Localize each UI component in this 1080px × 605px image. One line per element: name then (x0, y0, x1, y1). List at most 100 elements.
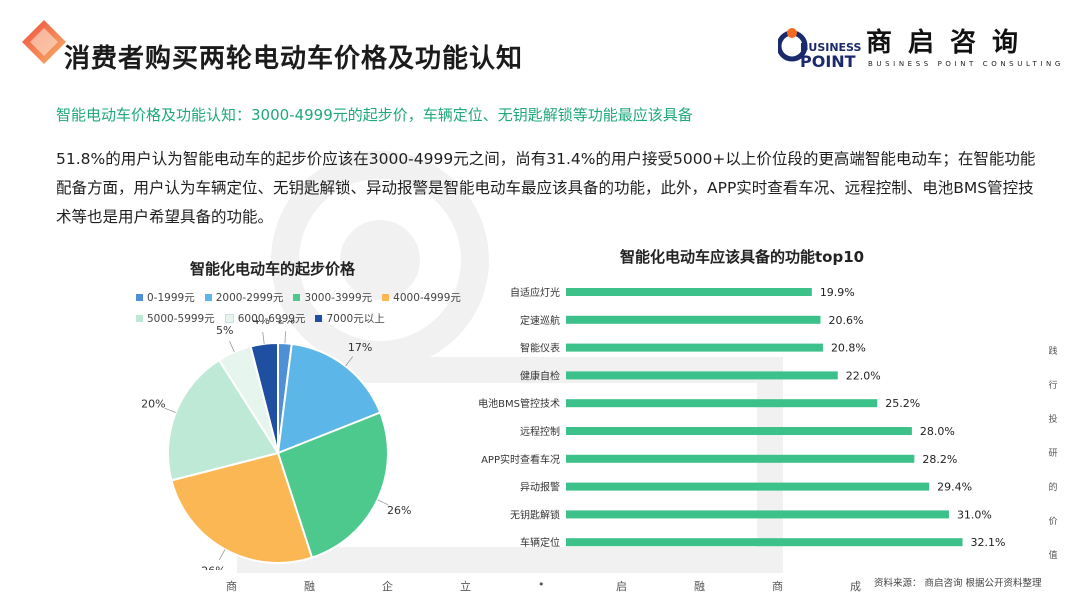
pie-data-label: 4% (252, 320, 269, 327)
bar-category-label: 自适应灯光 (510, 286, 560, 299)
pie-data-label: 5% (216, 324, 233, 337)
bar (566, 399, 878, 408)
pie-legend: 0-1999元 2000-2999元 3000-3999元 4000-4999元 500… (136, 290, 461, 332)
bar (566, 315, 821, 324)
legend-swatch (293, 294, 301, 301)
bar-value-label: 31.0% (957, 508, 992, 521)
pie-slice (276, 411, 389, 559)
bar (566, 482, 930, 491)
footer-char: • (538, 578, 547, 591)
bar-category-label: 定速巡航 (520, 314, 560, 327)
legend-item: 4000-4999元 (382, 290, 461, 305)
legend-label: 0-1999元 (147, 292, 195, 304)
bar-category-label: 健康自检 (520, 369, 560, 382)
legend-item: 0-1999元 (136, 290, 195, 305)
legend-label: 4000-4999元 (393, 292, 461, 304)
bar-category-label: 远程控制 (520, 425, 560, 438)
bar-category-label: 电池BMS管控技术 (478, 397, 560, 410)
pie-leader-line (229, 340, 235, 353)
bar-category-label: 车辆定位 (520, 536, 560, 549)
footer-char: 企 (382, 580, 395, 593)
legend-label: 2000-2999元 (215, 292, 284, 304)
legend-item: 3000-3999元 (293, 290, 372, 305)
side-slogan-char: 投 (1048, 415, 1058, 425)
pie-leader-line (345, 356, 354, 367)
logo-en-line-2: POINT (800, 52, 856, 70)
summary-paragraph: 51.8%的用户认为智能电动车的起步价应该在3000-4999元之间，尚有31.… (56, 150, 1036, 226)
corner-decoration-icon (22, 20, 66, 64)
legend-label: 6000-6999元 (237, 313, 306, 325)
bar-value-label: 32.1% (971, 536, 1006, 549)
bar (566, 371, 838, 380)
bar (566, 343, 823, 352)
bar-value-label: 28.2% (922, 453, 957, 466)
pie-data-label: 20% (141, 398, 165, 411)
legend-swatch (382, 294, 390, 301)
bar (566, 288, 812, 296)
footer-char: 启 (616, 580, 629, 593)
side-slogan-char: 研 (1048, 449, 1058, 459)
pie-chart-title: 智能化电动车的起步价格 (190, 260, 356, 278)
side-slogan: 践行投研的价值 (1046, 335, 1060, 573)
page-title: 消费者购买两轮电动车价格及功能认知 (64, 44, 524, 74)
feature-bar-chart: 自适应灯光 19.9% 定速巡航 20.6% 智能仪表 20.8% 健康自检 22.0% 电池B… (478, 286, 1006, 549)
pie-leader-line (164, 407, 176, 413)
pie-slice (276, 342, 382, 455)
side-slogan-char: 践 (1048, 347, 1058, 357)
source-note: 资料来源： 商启咨询 根据公开资料整理 (874, 578, 1042, 589)
legend-swatch (136, 294, 143, 301)
price-pie-chart: 2% 17% 26% 26% 20% 5% 4% (141, 320, 411, 570)
bar-category-label: 异动报警 (520, 481, 560, 494)
bar (566, 510, 949, 519)
logo-tagline: BUSINESS POINT CONSULTING (868, 60, 1064, 68)
legend-swatch (224, 314, 234, 323)
legend-swatch (136, 315, 143, 322)
bar-value-label: 28.0% (920, 425, 955, 438)
pie-data-label: 17% (348, 341, 372, 354)
pie-slice (167, 358, 280, 482)
pie-data-label: 2% (278, 320, 295, 326)
logo-chinese-name: 商启咨询 (866, 28, 1035, 58)
pie-leader-line (218, 549, 226, 561)
bar-value-label: 22.0% (846, 369, 881, 382)
side-slogan-char: 值 (1048, 551, 1058, 561)
bar (566, 427, 912, 435)
legend-item: 5000-5999元 (136, 311, 215, 326)
legend-item: 2000-2999元 (204, 290, 284, 305)
bar-value-label: 20.6% (828, 314, 863, 327)
pie-data-label: 26% (201, 564, 225, 570)
bar-value-label: 20.8% (831, 342, 866, 355)
side-slogan-char: 价 (1048, 517, 1058, 527)
bar-category-label: 无钥匙解锁 (510, 508, 560, 521)
bar-value-label: 25.2% (885, 397, 920, 410)
pie-data-label: 26% (387, 504, 411, 517)
legend-swatch (315, 315, 323, 322)
bar (566, 538, 963, 547)
bar-category-label: 智能仪表 (520, 342, 560, 355)
pie-leader-line (284, 331, 287, 344)
business-point-logo-icon: BUSINESS POINT (778, 28, 861, 70)
section-subtitle: 智能电动车价格及功能认知：3000-4999元的起步价，车辆定位、无钥匙解锁等功… (56, 106, 693, 124)
brand-logo: BUSINESS POINT 商启咨询 BUSINESS POINT CONSU… (778, 16, 1060, 72)
pie-slice (170, 451, 314, 564)
footer-char: 融 (304, 580, 317, 593)
footer-char: 商 (772, 580, 785, 593)
footer-slogan: 商 融 企 立 • 启 融 商 成 (0, 578, 1080, 598)
legend-item: 6000-6999元 (224, 311, 306, 326)
pie-slice (249, 341, 279, 454)
pie-leader-line (377, 499, 389, 506)
legend-label: 5000-5999元 (147, 313, 215, 325)
footer-char: 成 (850, 580, 863, 593)
legend-swatch (204, 294, 212, 301)
pie-leader-line (262, 331, 265, 344)
bar-value-label: 19.9% (820, 286, 855, 299)
footer-char: 立 (460, 580, 473, 593)
footer-char: 融 (694, 580, 707, 593)
legend-label: 3000-3999元 (304, 292, 373, 304)
side-slogan-char: 的 (1048, 483, 1058, 493)
bar-value-label: 29.4% (937, 481, 972, 494)
legend-item: 7000元以上 (315, 311, 385, 326)
legend-label: 7000元以上 (326, 313, 385, 325)
bar-chart-title: 智能化电动车应该具备的功能top10 (620, 248, 865, 266)
bar-category-label: APP实时查看车况 (481, 453, 560, 466)
